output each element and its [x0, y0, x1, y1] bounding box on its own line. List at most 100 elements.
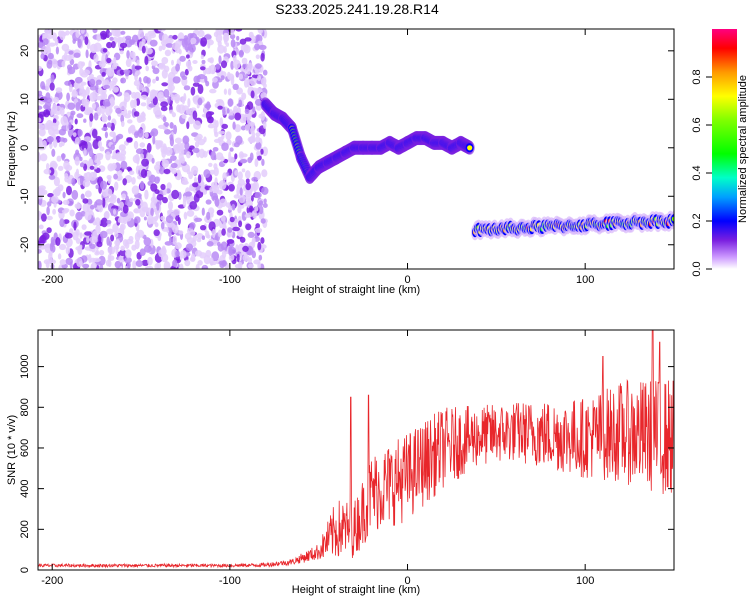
noise-blob [187, 65, 193, 72]
noise-blob [105, 151, 111, 161]
noise-blob [90, 263, 94, 269]
noise-blob [86, 236, 90, 244]
noise-blob [261, 169, 268, 178]
noise-blob [245, 195, 252, 200]
noise-blob [152, 78, 156, 84]
noise-blob [95, 199, 103, 206]
noise-blob [79, 232, 83, 239]
noise-blob [94, 251, 100, 256]
noise-blob [169, 86, 173, 96]
noise-blob [51, 148, 56, 157]
noise-blob [96, 33, 101, 42]
noise-blob [219, 198, 228, 207]
noise-blob [232, 226, 241, 232]
noise-blob [149, 131, 155, 137]
noise-blob [72, 132, 77, 138]
noise-blob [246, 78, 250, 88]
noise-blob [187, 116, 195, 125]
noise-blob [101, 115, 108, 123]
snr-xlabel: Height of straight line (km) [292, 584, 420, 596]
noise-blob [172, 34, 178, 40]
noise-blob [258, 44, 267, 51]
noise-blob [38, 224, 44, 230]
noise-blob [56, 155, 62, 162]
noise-blob [98, 60, 106, 68]
noise-blob [78, 88, 87, 97]
noise-blob [136, 59, 140, 66]
noise-blob [178, 104, 186, 114]
noise-blob [152, 135, 156, 145]
noise-blob [194, 176, 197, 184]
noise-blob [154, 164, 161, 171]
noise-blob [225, 202, 231, 208]
noise-blob [191, 165, 199, 175]
noise-blob [156, 194, 164, 201]
noise-blob [239, 236, 246, 243]
noise-blob [260, 92, 267, 99]
noise-blob [139, 180, 145, 190]
noise-blob [249, 136, 253, 144]
noise-blob [215, 63, 221, 70]
noise-blob [145, 265, 154, 269]
noise-blob [67, 102, 76, 110]
noise-blob [81, 224, 87, 231]
noise-blob [38, 260, 42, 269]
noise-blob [38, 187, 45, 197]
noise-blob [158, 45, 163, 52]
noise-blob [130, 51, 136, 59]
noise-blob [133, 98, 137, 108]
noise-blob [55, 46, 60, 55]
noise-blob [71, 90, 78, 98]
noise-blob [140, 112, 146, 119]
noise-blob [114, 181, 119, 191]
noise-blob [190, 86, 196, 96]
noise-blob [214, 197, 220, 207]
noise-blob [237, 205, 242, 214]
colorbar-tick-label: 0.0 [691, 261, 703, 276]
noise-blob [241, 211, 247, 222]
noise-blob [244, 124, 251, 132]
noise-blob [75, 168, 79, 177]
noise-blob [62, 137, 68, 143]
noise-blob [84, 36, 89, 46]
noise-blob [57, 253, 62, 260]
noise-blob [77, 245, 83, 255]
noise-blob [255, 135, 261, 144]
noise-blob [93, 164, 98, 170]
noise-blob [58, 142, 63, 148]
noise-blob [106, 228, 114, 235]
noise-blob [234, 218, 239, 223]
noise-blob [67, 66, 76, 75]
noise-blob [91, 128, 98, 139]
noise-blob [181, 75, 188, 81]
noise-blob [115, 152, 123, 162]
y-tick-label: 400 [19, 479, 31, 497]
noise-blob [197, 138, 206, 146]
noise-blob [152, 191, 156, 202]
noise-blob [46, 42, 50, 53]
noise-blob [79, 68, 84, 77]
snr-ylabel: SNR (10 * v/v) [6, 415, 18, 485]
noise-blob [129, 197, 134, 202]
noise-blob [244, 37, 252, 42]
noise-blob [252, 210, 257, 219]
noise-blob [233, 194, 240, 199]
noise-blob [107, 253, 112, 263]
noise-blob [152, 67, 160, 75]
x-tick-label: 0 [404, 575, 410, 587]
noise-blob [92, 29, 98, 34]
noise-blob [196, 233, 204, 240]
noise-blob [117, 174, 123, 181]
noise-blob [118, 255, 125, 263]
noise-blob [207, 123, 215, 129]
noise-blob [173, 93, 181, 102]
noise-blob [83, 118, 87, 123]
noise-blob [139, 248, 146, 256]
noise-blob [111, 63, 118, 70]
noise-blob [227, 98, 234, 107]
noise-blob [210, 150, 216, 161]
noise-blob [125, 58, 132, 68]
noise-blob [197, 174, 202, 184]
noise-blob [92, 103, 96, 111]
noise-blob [74, 156, 80, 166]
